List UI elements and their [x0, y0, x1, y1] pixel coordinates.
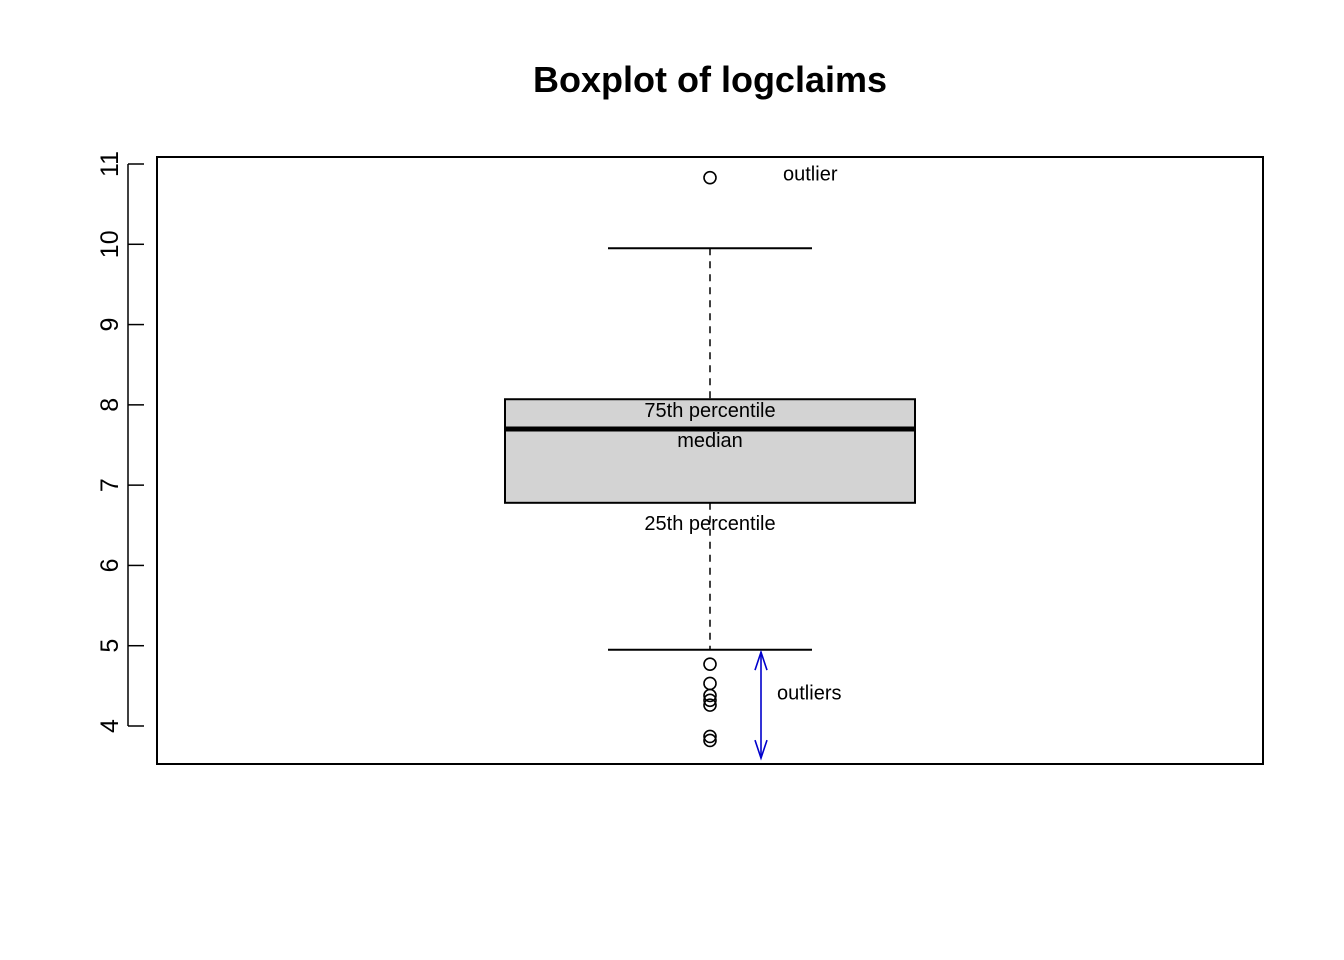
arrow-head-top — [754, 649, 768, 671]
outliers-arrow — [754, 649, 768, 761]
y-tick-label: 4 — [96, 719, 124, 733]
annotation-75th-percentile: 75th percentile — [644, 400, 775, 422]
outlier-point — [703, 688, 717, 703]
outlier-point — [703, 698, 717, 712]
y-tick-label: 8 — [96, 398, 124, 412]
y-tick-label: 6 — [96, 558, 124, 572]
box-group — [504, 247, 916, 651]
y-tick-label: 5 — [96, 639, 124, 653]
outlier-point — [703, 693, 717, 708]
annotation-outlier: outlier — [783, 164, 838, 186]
plot-frame — [156, 156, 1264, 765]
outlier-point — [703, 729, 717, 744]
y-tick-label: 7 — [96, 478, 124, 492]
y-tick-label: 9 — [96, 318, 124, 332]
outlier-point — [703, 733, 717, 748]
outlier-point — [703, 657, 717, 671]
y-axis: 4 5 6 7 8 9 10 11 — [96, 151, 144, 733]
outlier-points — [703, 170, 717, 748]
chart-title: Boxplot of logclaims — [533, 59, 887, 100]
y-tick-label: 10 — [96, 230, 124, 258]
y-tick-label: 11 — [96, 151, 124, 177]
annotation-25th-percentile: 25th percentile — [644, 513, 775, 535]
annotation-median: median — [677, 430, 743, 452]
outlier-point — [703, 170, 717, 185]
annotation-outliers: outliers — [777, 682, 841, 704]
arrow-head-bottom — [754, 739, 768, 761]
iqr-box — [504, 398, 916, 504]
outlier-point — [703, 676, 717, 691]
